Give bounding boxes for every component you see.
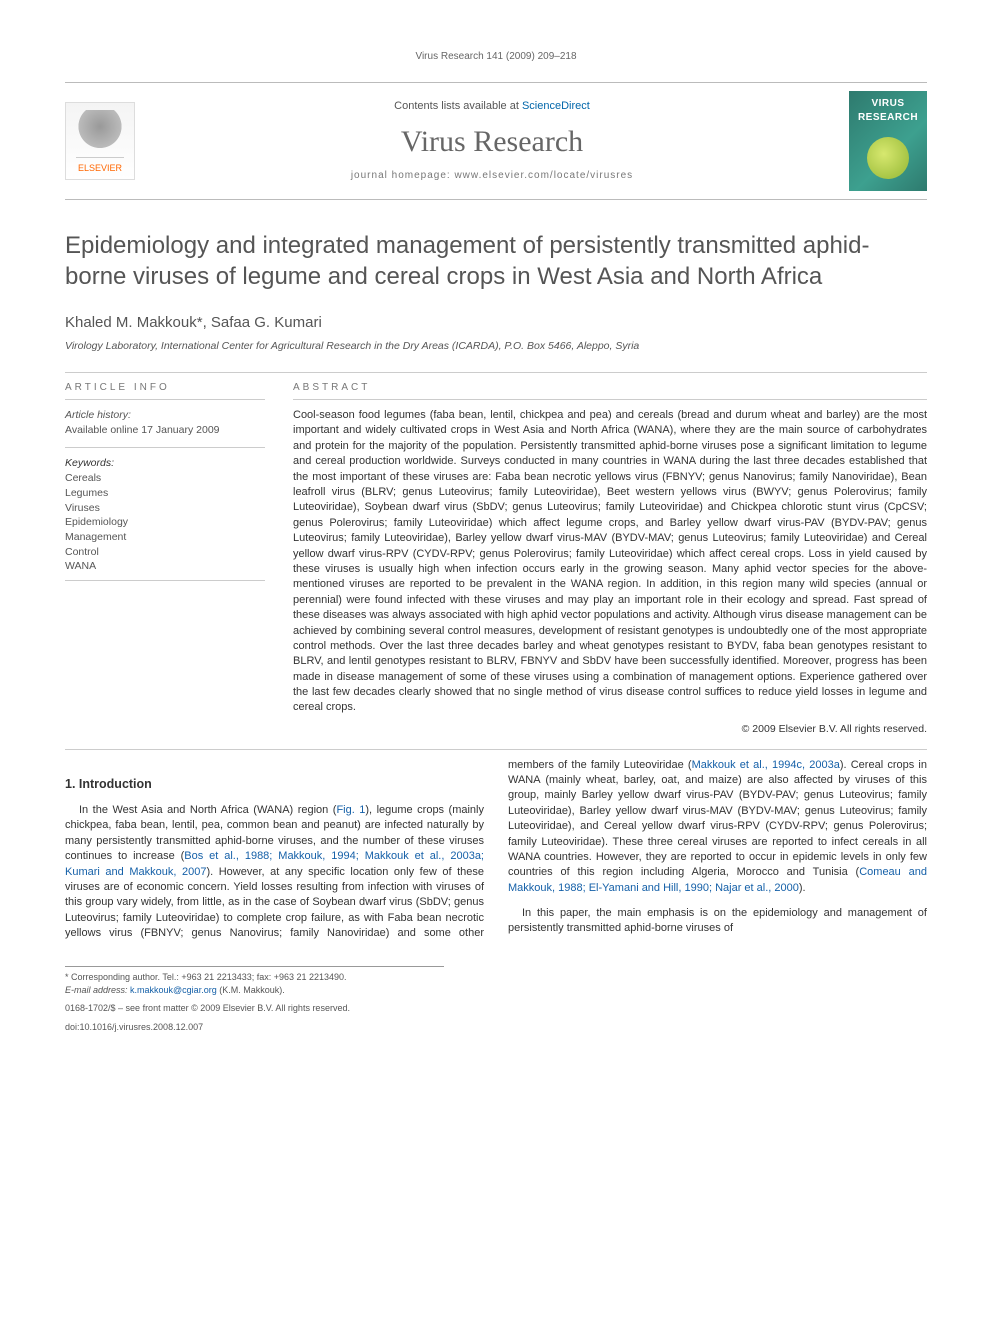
- info-divider-2: [65, 580, 265, 581]
- citation-link-2[interactable]: Makkouk et al., 1994c, 2003a: [692, 759, 840, 771]
- elsevier-tree-icon: [76, 110, 124, 158]
- keywords-list: Cereals Legumes Viruses Epidemiology Man…: [65, 471, 265, 574]
- masthead: ELSEVIER Contents lists available at Sci…: [65, 82, 927, 200]
- doi-line: doi:10.1016/j.virusres.2008.12.007: [65, 1021, 927, 1034]
- article-history-label: Article history:: [65, 408, 265, 423]
- publisher-name: ELSEVIER: [78, 162, 122, 175]
- corresponding-author-note: * Corresponding author. Tel.: +963 21 22…: [65, 971, 444, 984]
- keywords-label: Keywords:: [65, 456, 265, 471]
- info-divider: [65, 447, 265, 448]
- article-history-text: Available online 17 January 2009: [65, 423, 265, 438]
- abstract-column: ABSTRACT Cool-season food legumes (faba …: [293, 381, 927, 737]
- intro-paragraph-2: In this paper, the main emphasis is on t…: [508, 906, 927, 937]
- email-label: E-mail address:: [65, 985, 130, 995]
- copyright-line: © 2009 Elsevier B.V. All rights reserved…: [293, 722, 927, 737]
- running-header: Virus Research 141 (2009) 209–218: [65, 50, 927, 64]
- section-heading-intro: 1. Introduction: [65, 776, 484, 794]
- article-info-column: ARTICLE INFO Article history: Available …: [65, 381, 265, 737]
- email-tail: (K.M. Makkouk).: [217, 985, 285, 995]
- body-columns: 1. Introduction In the West Asia and Nor…: [65, 758, 927, 945]
- keyword-item: Cereals: [65, 471, 265, 486]
- article-title: Epidemiology and integrated management o…: [65, 230, 927, 292]
- author-list: Khaled M. Makkouk*, Safaa G. Kumari: [65, 312, 927, 333]
- footnotes: * Corresponding author. Tel.: +963 21 22…: [65, 966, 444, 996]
- affiliation: Virology Laboratory, International Cente…: [65, 339, 927, 354]
- fig1-link[interactable]: Fig. 1: [336, 804, 365, 816]
- keyword-item: WANA: [65, 559, 265, 574]
- front-matter-line: 0168-1702/$ – see front matter © 2009 El…: [65, 1002, 927, 1015]
- cover-title-1: VIRUS: [871, 97, 904, 111]
- contents-prefix: Contents lists available at: [394, 100, 522, 112]
- keyword-item: Management: [65, 530, 265, 545]
- keyword-item: Legumes: [65, 486, 265, 501]
- divider-mid: [65, 749, 927, 750]
- journal-homepage-url[interactable]: www.elsevier.com/locate/virusres: [454, 170, 633, 181]
- info-abstract-row: ARTICLE INFO Article history: Available …: [65, 381, 927, 737]
- divider-top: [65, 372, 927, 373]
- abstract-head: ABSTRACT: [293, 381, 927, 400]
- keyword-item: Control: [65, 545, 265, 560]
- email-line: E-mail address: k.makkouk@cgiar.org (K.M…: [65, 984, 444, 997]
- article-info-head: ARTICLE INFO: [65, 381, 265, 400]
- masthead-center: Contents lists available at ScienceDirec…: [155, 99, 829, 182]
- abstract-text: Cool-season food legumes (faba bean, len…: [293, 408, 927, 716]
- journal-homepage-line: journal homepage: www.elsevier.com/locat…: [155, 169, 829, 183]
- cover-title-2: RESEARCH: [858, 111, 918, 125]
- journal-name: Virus Research: [155, 121, 829, 163]
- p1-seg-e: ).: [799, 882, 806, 894]
- homepage-prefix: journal homepage:: [351, 170, 455, 181]
- journal-cover-thumb: VIRUS RESEARCH: [849, 91, 927, 191]
- p1-seg-a: In the West Asia and North Africa (WANA)…: [79, 804, 336, 816]
- sciencedirect-link[interactable]: ScienceDirect: [522, 100, 590, 112]
- elsevier-logo: ELSEVIER: [65, 102, 135, 180]
- authors-text: Khaled M. Makkouk*, Safaa G. Kumari: [65, 314, 322, 331]
- keyword-item: Viruses: [65, 501, 265, 516]
- author-email-link[interactable]: k.makkouk@cgiar.org: [130, 985, 217, 995]
- contents-available-line: Contents lists available at ScienceDirec…: [155, 99, 829, 114]
- keyword-item: Epidemiology: [65, 515, 265, 530]
- p1-seg-d: ). Cereal crops in WANA (mainly wheat, b…: [508, 759, 927, 879]
- cover-art-icon: [867, 137, 909, 179]
